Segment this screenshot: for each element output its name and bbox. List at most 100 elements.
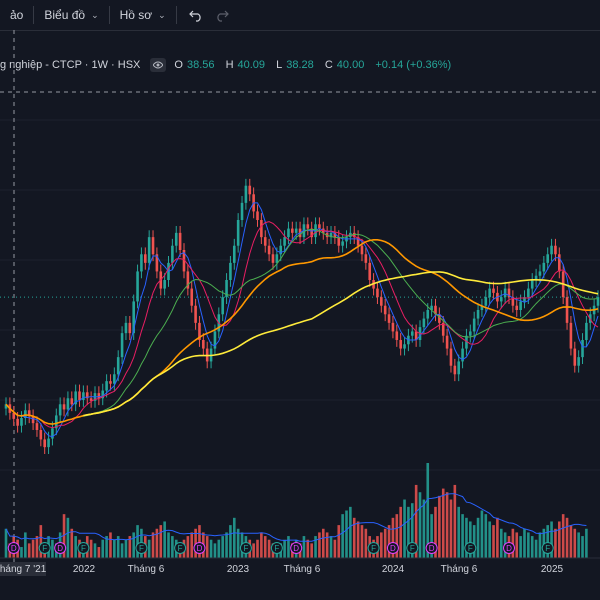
candle-body bbox=[445, 335, 449, 349]
volume-bar bbox=[147, 539, 151, 558]
volume-bar bbox=[287, 536, 290, 558]
ohlc-values: O 38.56 H 40.09 L 38.28 C 40.00 +0.14 (+0.36… bbox=[174, 59, 455, 71]
symbol-legend: g nghiệp - CTCP · 1W · HSX O 38.56 H 40.09… bbox=[0, 56, 455, 74]
candle-body bbox=[27, 410, 31, 417]
redo-button[interactable] bbox=[209, 0, 235, 30]
volume-bar bbox=[105, 536, 108, 558]
volume-bar bbox=[209, 539, 213, 558]
volume-bar bbox=[236, 528, 240, 558]
candle-body bbox=[39, 430, 43, 440]
price-chart[interactable]: D F D F F F D F F D F D F D F D F Tháng 7 '21 2022 Tháng 6 2… bbox=[0, 30, 600, 600]
volume-bar bbox=[441, 488, 445, 558]
visibility-icon[interactable] bbox=[150, 58, 167, 72]
redo-icon bbox=[217, 10, 229, 22]
high-value: 40.09 bbox=[237, 59, 266, 71]
volume-bar bbox=[128, 536, 132, 558]
volume-bar bbox=[113, 539, 116, 558]
event-marker-icon bbox=[54, 542, 67, 554]
volume-bar bbox=[329, 536, 333, 558]
event-marker-icon bbox=[38, 542, 51, 554]
volume-bar bbox=[461, 514, 464, 558]
candle-body bbox=[484, 297, 488, 306]
candle-body bbox=[236, 220, 240, 246]
event-marker-label: F bbox=[545, 544, 550, 553]
candle-body bbox=[333, 232, 337, 238]
volume-bar bbox=[480, 510, 484, 558]
volume-bar bbox=[116, 536, 120, 558]
event-marker-label: D bbox=[390, 544, 396, 553]
candle-body bbox=[16, 418, 19, 426]
symbol-title[interactable]: g nghiệp - CTCP · 1W · HSX bbox=[0, 59, 141, 71]
candle-body bbox=[337, 237, 341, 246]
volume-bar bbox=[260, 532, 263, 558]
volume-bar bbox=[318, 532, 321, 558]
crosshair-time-box bbox=[0, 562, 46, 576]
candle-body bbox=[43, 439, 46, 448]
volume-bar bbox=[221, 536, 224, 558]
candle-body bbox=[461, 348, 464, 362]
event-marker-icon bbox=[270, 542, 283, 554]
event-marker-label: D bbox=[429, 544, 435, 553]
volume-bar bbox=[550, 521, 553, 558]
partial-menu-label: ảo bbox=[10, 8, 24, 22]
volume-bar bbox=[453, 484, 457, 558]
candle-body bbox=[441, 322, 445, 336]
event-marker-icon bbox=[503, 542, 516, 554]
volume-bar bbox=[151, 532, 155, 558]
candle-body bbox=[434, 305, 437, 315]
candle-body bbox=[403, 344, 406, 349]
candle-body bbox=[534, 275, 538, 280]
event-marker-label: F bbox=[410, 544, 415, 553]
candle-body bbox=[213, 331, 217, 349]
event-marker-label: D bbox=[506, 544, 512, 553]
candle-body bbox=[51, 428, 54, 439]
volume-bar bbox=[217, 539, 221, 558]
volume-bar bbox=[523, 528, 526, 558]
candle-body bbox=[356, 237, 360, 246]
volume-bar bbox=[407, 506, 410, 558]
volume-bar bbox=[132, 532, 135, 558]
volume-bar bbox=[97, 547, 101, 558]
chart-menu-label: Biểu đồ bbox=[44, 8, 86, 22]
event-marker-label: D bbox=[293, 544, 299, 553]
candle-body bbox=[294, 228, 298, 233]
event-marker-icon bbox=[386, 542, 399, 554]
event-marker-label: F bbox=[139, 544, 144, 553]
event-marker-label: D bbox=[57, 544, 63, 553]
volume-bar bbox=[457, 506, 461, 558]
volume-bar bbox=[527, 532, 530, 558]
event-marker-icon bbox=[406, 542, 419, 554]
volume-bar bbox=[445, 492, 449, 558]
candle-body bbox=[113, 374, 116, 384]
candle-body bbox=[306, 224, 310, 229]
candle-body bbox=[198, 322, 201, 340]
volume-bar bbox=[341, 514, 344, 558]
candle-body bbox=[105, 381, 108, 391]
volume-bar bbox=[449, 499, 453, 558]
toolbar-divider bbox=[108, 6, 110, 24]
candle-body bbox=[136, 271, 139, 302]
candle-body bbox=[85, 392, 89, 399]
volume-bar bbox=[194, 528, 197, 558]
volume-bar bbox=[70, 528, 74, 558]
volume-bar bbox=[410, 503, 414, 558]
chart-menu-button[interactable]: Biểu đồ ⌄ bbox=[34, 0, 108, 30]
volume-bar bbox=[89, 539, 93, 558]
candle-body bbox=[260, 220, 263, 238]
volume-bar bbox=[4, 528, 8, 558]
partial-menu-item[interactable]: ảo bbox=[0, 0, 33, 30]
event-marker-icon bbox=[541, 542, 554, 554]
candle-body bbox=[124, 322, 128, 334]
volume-bar bbox=[472, 525, 476, 558]
profile-menu-button[interactable]: Hồ sơ ⌄ bbox=[110, 0, 176, 30]
candle-body bbox=[163, 280, 166, 289]
candle-body bbox=[120, 333, 124, 358]
candle-body bbox=[391, 322, 395, 332]
event-marker-icon bbox=[193, 542, 206, 554]
volume-bar bbox=[190, 532, 194, 558]
candle-body bbox=[453, 365, 457, 375]
candle-body bbox=[275, 254, 279, 263]
candle-body bbox=[430, 305, 433, 310]
volume-bar bbox=[434, 506, 437, 558]
undo-button[interactable] bbox=[183, 0, 209, 30]
